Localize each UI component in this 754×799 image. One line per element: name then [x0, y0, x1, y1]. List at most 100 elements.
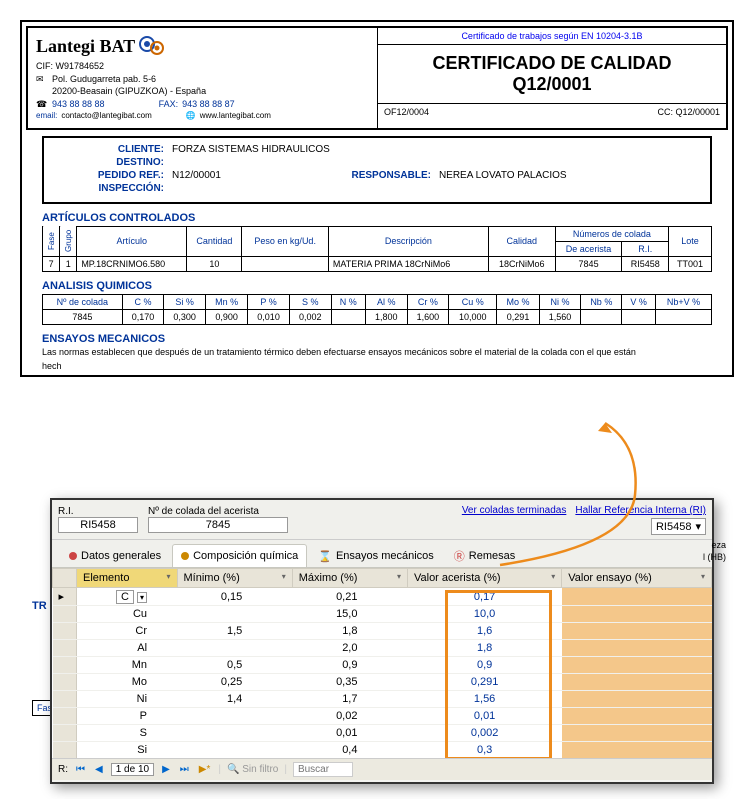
tab-datos-generales[interactable]: Datos generales — [60, 544, 170, 567]
cell-element: Mn — [77, 657, 178, 674]
cell-min: 1,4 — [177, 691, 292, 708]
search-input[interactable] — [293, 762, 353, 777]
grid-header[interactable]: Elemento▾ — [77, 569, 178, 588]
tab-label: Datos generales — [81, 550, 161, 562]
row-selector[interactable]: ▸ — [53, 588, 77, 606]
grid-row[interactable]: Cr1,51,81,6 — [53, 623, 712, 640]
chem-cell — [581, 309, 622, 324]
cliente-label: CLIENTE: — [54, 144, 164, 155]
page-indicator: 1 de 10 — [111, 763, 154, 776]
chem-table: Nº de coladaC %Si %Mn %P %S %N %Al %Cr %… — [42, 294, 712, 325]
inspeccion-label: INSPECCIÓN: — [54, 183, 164, 194]
row-selector[interactable] — [53, 708, 77, 725]
link-hallar-ri[interactable]: Hallar Referencia Interna (RI) — [575, 505, 706, 516]
nav-new-button[interactable]: ▶* — [197, 764, 213, 775]
grid-row[interactable]: Al2,01,8 — [53, 640, 712, 657]
nav-prev-button[interactable]: ◀ — [93, 764, 105, 775]
cell-max: 2,0 — [292, 640, 407, 657]
composition-grid[interactable]: Elemento▾Mínimo (%)▾Máximo (%)▾Valor ace… — [52, 568, 712, 758]
cell-element: Al — [77, 640, 178, 657]
grid-header[interactable]: Máximo (%)▾ — [292, 569, 407, 588]
grid-header[interactable] — [53, 569, 77, 588]
cc-ref: CC: Q12/00001 — [657, 107, 720, 117]
cell-max: 1,7 — [292, 691, 407, 708]
row-selector[interactable] — [53, 640, 77, 657]
chem-cell: 1,800 — [365, 309, 407, 324]
cell-acerista: 0,01 — [407, 708, 561, 725]
chem-th: Nº de colada — [43, 294, 123, 309]
chevron-down-icon: ▾ — [695, 520, 701, 533]
th-grupo: Grupo — [60, 226, 77, 256]
tab-ensayos-mecanicos[interactable]: ⌛Ensayos mecánicos — [309, 544, 443, 567]
row-selector[interactable] — [53, 691, 77, 708]
dot-icon — [181, 552, 189, 560]
grid-header[interactable]: Valor ensayo (%)▾ — [562, 569, 712, 588]
cell-element: P — [77, 708, 178, 725]
filter-status[interactable]: 🔍 Sin filtro — [227, 764, 278, 775]
chem-th: Mn % — [205, 294, 247, 309]
grid-row[interactable]: Ni1,41,71,56 — [53, 691, 712, 708]
chem-th: V % — [622, 294, 656, 309]
cell-max: 0,35 — [292, 674, 407, 691]
address2: 20200-Beasain (GIPUZKOA) - España — [52, 85, 206, 98]
cell-calidad: 18CrNiMo6 — [488, 256, 555, 271]
row-selector[interactable] — [53, 657, 77, 674]
cell-acerista: 0,17 — [407, 588, 561, 606]
grid-row[interactable]: Si0,40,3 — [53, 742, 712, 759]
chem-th: Al % — [365, 294, 407, 309]
cell-element: Si — [77, 742, 178, 759]
chem-cell — [331, 309, 365, 324]
chem-cell: 7845 — [43, 309, 123, 324]
nav-next-button[interactable]: ▶ — [160, 764, 172, 775]
th-peso: Peso en kg/Ud. — [242, 226, 328, 256]
row-selector[interactable] — [53, 623, 77, 640]
grid-row[interactable]: P 0,020,01 — [53, 708, 712, 725]
cell-min — [177, 708, 292, 725]
cell-cantidad: 10 — [187, 256, 242, 271]
cell-element: Cu — [77, 606, 178, 623]
ri-dropdown[interactable]: RI5458 ▾ — [651, 518, 706, 535]
grid-row[interactable]: S0,010,002 — [53, 725, 712, 742]
chem-cell: 10,000 — [449, 309, 497, 324]
tab-remesas[interactable]: ⓇRemesas — [445, 544, 524, 567]
row-selector[interactable] — [53, 725, 77, 742]
company-info: CIF: W91784652 ✉Pol. Gudugarreta pab. 5-… — [36, 60, 369, 122]
row-selector[interactable] — [53, 742, 77, 759]
cell-desc: MATERIA PRIMA 18CrNiMo6 — [328, 256, 488, 271]
ri-value: RI5458 — [58, 517, 138, 533]
link-ver-coladas[interactable]: Ver coladas terminadas — [462, 505, 567, 516]
cert-number: Q12/0001 — [382, 74, 722, 95]
cell-min: 1,5 — [177, 623, 292, 640]
tab-composicion-quimica[interactable]: Composición química — [172, 544, 307, 567]
cell-min: 0,5 — [177, 657, 292, 674]
cell-ensayo — [562, 588, 712, 606]
row-selector[interactable] — [53, 674, 77, 691]
grid-header[interactable]: Mínimo (%)▾ — [177, 569, 292, 588]
grid-row[interactable]: ▸C ▾0,150,210,17 — [53, 588, 712, 606]
nav-first-button[interactable]: ⏮ — [74, 764, 87, 775]
table-row: 78450,1700,3000,9000,0100,0021,8001,6001… — [43, 309, 712, 324]
grid-row[interactable]: Cu15,010,0 — [53, 606, 712, 623]
chem-cell — [656, 309, 712, 324]
grid-row[interactable]: Mn0,50,90,9 — [53, 657, 712, 674]
bg-text-fragment: eza l (HB) — [703, 540, 726, 562]
cell-ensayo — [562, 640, 712, 657]
nav-last-button[interactable]: ⏭ — [178, 764, 191, 775]
grid-container: Elemento▾Mínimo (%)▾Máximo (%)▾Valor ace… — [52, 568, 712, 758]
fax-label: FAX: — [159, 98, 179, 111]
logo-text: Lantegi BAT — [36, 36, 135, 57]
row-selector[interactable] — [53, 606, 77, 623]
grid-header[interactable]: Valor acerista (%)▾ — [407, 569, 561, 588]
of-ref: OF12/0004 — [384, 107, 429, 117]
dropdown-value: RI5458 — [656, 521, 691, 533]
cell-ensayo — [562, 742, 712, 759]
grid-row[interactable]: Mo0,250,350,291 — [53, 674, 712, 691]
ri-label: R.I. — [58, 506, 138, 517]
cif: CIF: W91784652 — [36, 60, 104, 73]
chem-th: Cr % — [407, 294, 449, 309]
chem-th: Ni % — [539, 294, 581, 309]
cell-max: 0,02 — [292, 708, 407, 725]
r-label: R: — [58, 764, 68, 775]
section-analisis: ANALISIS QUIMICOS — [42, 280, 712, 292]
company-logo: Lantegi BAT — [36, 34, 369, 58]
